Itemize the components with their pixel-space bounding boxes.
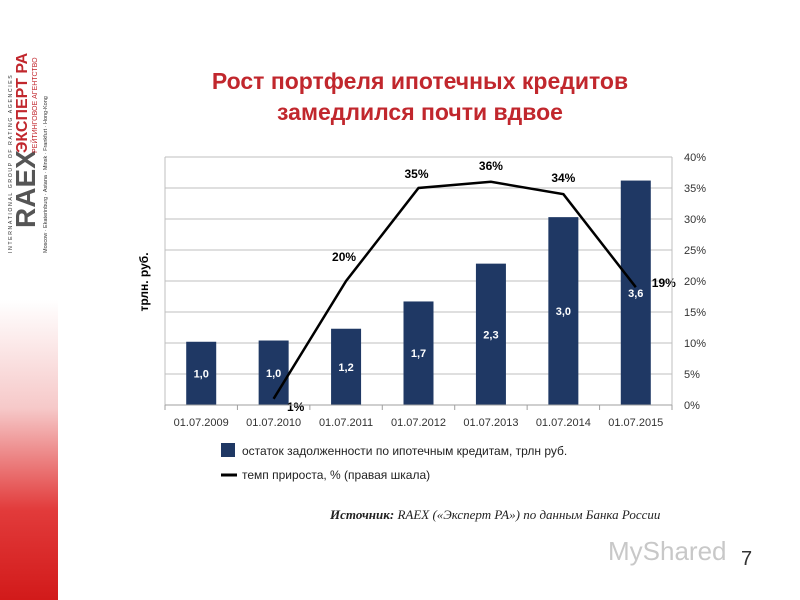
x-tick-label: 01.07.2010	[246, 417, 301, 429]
chart-axes: 0% 5% 10% 15% 20% 25% 30% 35% 40% 01.07.2009 01.07…	[164, 152, 706, 429]
x-tick-label: 01.07.2009	[174, 417, 229, 429]
source-label: Источник:	[330, 507, 395, 522]
y-axis-label: трлн. руб.	[137, 252, 151, 311]
x-tick-label: 01.07.2012	[391, 417, 446, 429]
source-text: RAEX («Эксперт РА») по данным Банка Росс…	[394, 507, 661, 522]
source-note: Источник: RAEX («Эксперт РА») по данным …	[330, 507, 660, 523]
line-value-label: 35%	[404, 167, 428, 181]
x-tick-label: 01.07.2011	[319, 417, 373, 429]
left-decorative-band	[0, 0, 58, 600]
bar	[258, 340, 289, 405]
y2-tick-label: 20%	[684, 276, 706, 288]
chart-legend: остаток задолженности по ипотечным креди…	[221, 443, 567, 482]
line-series: 1% 20% 35% 36% 34% 19%	[272, 159, 676, 414]
y2-tick-label: 40%	[684, 152, 706, 164]
logo-subtitle: РЕЙТИНГОВОЕ АГЕНТСТВО	[30, 57, 39, 153]
growth-line	[272, 180, 637, 400]
logo-name: ЭКСПЕРТ РА	[14, 52, 31, 153]
bar	[548, 217, 579, 405]
x-tick-label: 01.07.2015	[608, 417, 663, 429]
bar	[403, 301, 434, 405]
legend-label-bar: остаток задолженности по ипотечным креди…	[242, 444, 567, 458]
y2-tick-label: 10%	[684, 338, 706, 350]
bar-value-label: 1,7	[411, 348, 426, 360]
logo-brand: RAEX	[10, 150, 41, 228]
title-line-1: Рост портфеля ипотечных кредитов	[211, 68, 629, 94]
bar-value-label: 3,0	[556, 306, 571, 318]
y2-tick-label: 15%	[684, 307, 706, 319]
bar-value-label: 2,3	[483, 329, 498, 341]
slide-title: Рост портфеля ипотечных кредитов замедли…	[120, 66, 720, 128]
bar-value-label: 1,2	[338, 362, 353, 374]
bar	[475, 263, 506, 405]
line-value-label: 19%	[652, 276, 676, 290]
y2-tick-label: 30%	[684, 214, 706, 226]
page-number: 7	[741, 548, 753, 570]
y2-tick-label: 0%	[684, 400, 700, 412]
bar-value-label: 1,0	[194, 368, 209, 380]
bar	[620, 180, 651, 405]
logo-tagline: INTERNATIONAL GROUP OF RATING AGENCIES	[8, 74, 14, 253]
x-tick-label: 01.07.2014	[536, 417, 591, 429]
bar-value-label: 3,6	[628, 288, 643, 300]
legend-swatch-bar	[221, 443, 235, 457]
raex-logo: RAEX ЭКСПЕРТ РА РЕЙТИНГОВОЕ АГЕНТСТВО IN…	[8, 52, 49, 253]
logo-cities: Moscow · Ekaterinburg · Astana · Minsk ·…	[43, 96, 49, 253]
line-value-label: 20%	[332, 250, 356, 264]
line-value-label: 34%	[551, 171, 575, 185]
y2-tick-label: 35%	[684, 183, 706, 195]
legend-label-line: темп прироста, % (правая шкала)	[242, 468, 430, 482]
line-value-label: 1%	[287, 400, 305, 414]
bar-series: 1,0 1,0 1,2 1,7 2,3 3,0 3,6	[186, 180, 651, 405]
watermark: MyShared	[608, 536, 727, 566]
x-tick-label: 01.07.2013	[463, 417, 518, 429]
bar	[331, 328, 362, 405]
bar-value-label: 1,0	[266, 368, 281, 380]
y2-tick-label: 25%	[684, 245, 706, 257]
line-value-label: 36%	[479, 159, 503, 173]
title-line-2: замедлился почти вдвое	[277, 99, 563, 125]
bar	[186, 341, 217, 405]
y2-tick-label: 5%	[684, 369, 700, 381]
